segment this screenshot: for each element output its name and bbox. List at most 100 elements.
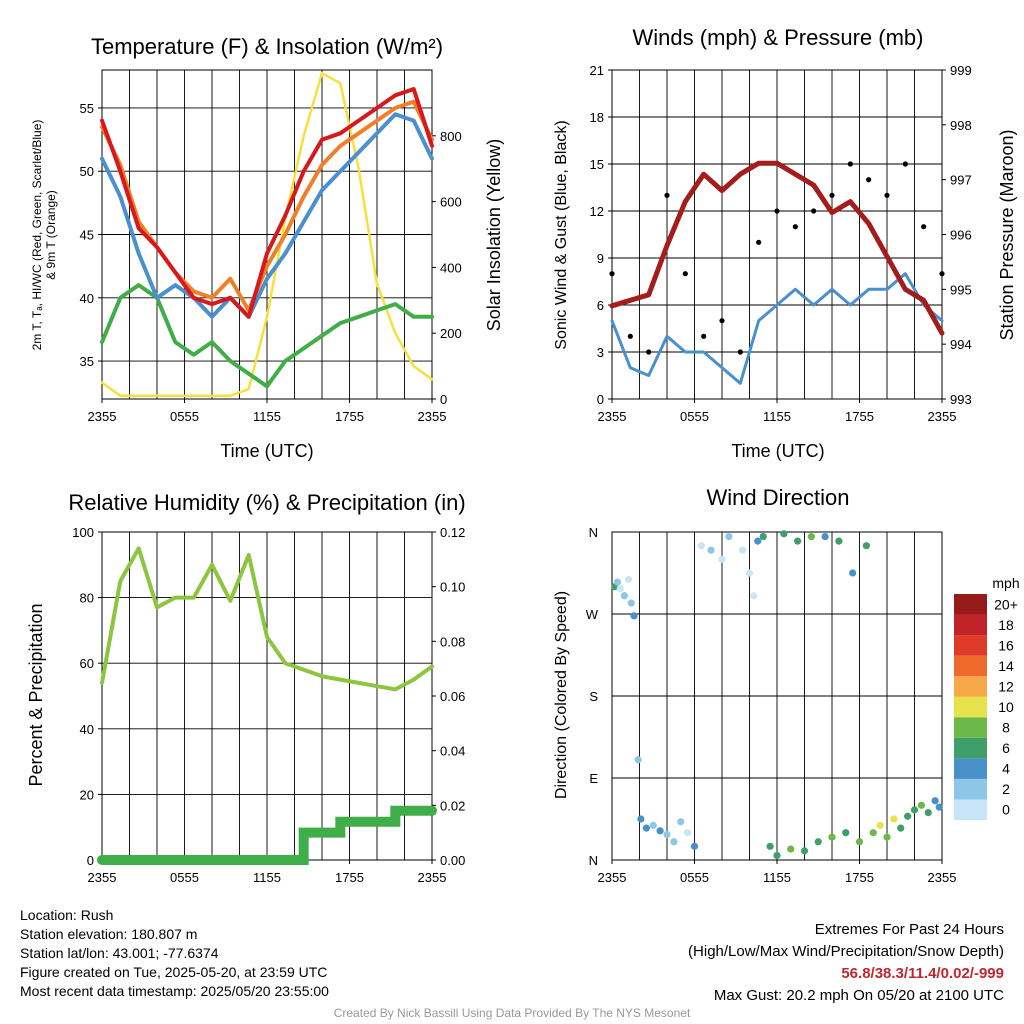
y-tick-label-right: 0 [440,392,447,407]
humidity-title: Relative Humidity (%) & Precipitation (i… [68,490,465,515]
gust-point [829,192,835,198]
direction-point [835,537,843,545]
y-tick-label: 60 [80,656,94,671]
direction-point [814,838,822,846]
figure-created: Figure created on Tue, 2025-05-20, at 23… [20,964,328,980]
winds-ylabel-left: Sonic Wind & Gust (Blue, Black) [553,120,570,349]
winds-xlabel: Time (UTC) [731,441,824,461]
direction-point [828,833,836,841]
y-tick-label: 3 [597,345,604,360]
extremes-values: 56.8/38.3/11.4/0.02/-999 [841,965,1004,982]
direction-point [684,829,692,837]
colorbar-swatch [954,614,987,636]
direction-point [739,546,747,554]
station-elevation: Station elevation: 180.807 m [20,926,198,942]
colorbar-title: mph [992,575,1019,591]
gust-point [866,177,872,183]
direction-tick-label: E [589,771,598,786]
direction-point [935,803,943,811]
x-tick-label: 1755 [335,409,364,424]
direction-point [750,592,758,600]
y-tick-label-right: 997 [950,173,972,188]
direction-point [890,815,898,823]
y-tick-label: 80 [80,591,94,606]
winds-title: Winds (mph) & Pressure (mb) [633,25,924,50]
y-tick-label-right: 0.10 [440,580,465,595]
y-tick-label: 15 [590,157,604,172]
direction-point [807,532,815,541]
direction-point [897,824,905,832]
extremes-box: Extremes For Past 24 Hours (High/Low/Max… [688,919,1004,1007]
series-station-pressure [609,160,945,336]
x-tick-label: 0555 [170,870,199,885]
colorbar-label: 4 [1002,761,1010,777]
direction-point [917,801,925,809]
x-tick-label: 2355 [418,870,447,885]
colorbar-label: 6 [1002,740,1010,756]
y-tick-label-right: 999 [950,63,972,78]
y-tick-label: 9 [597,251,604,266]
gust-point [774,208,780,214]
max-gust: Max Gust: 20.2 mph On 05/20 at 2100 UTC [713,987,1004,1004]
colorbar-label: 10 [998,699,1014,715]
direction-point [627,599,635,607]
direction-point [707,546,715,554]
direction-point [634,756,642,764]
gust-point [921,224,927,230]
direction-point [656,827,664,835]
colorbar-swatch [954,758,987,779]
gust-point [664,192,670,198]
y-tick-label-right: 600 [440,195,462,210]
x-tick-label: 0555 [680,409,709,424]
colorbar-label: 18 [998,617,1014,633]
gust-point [811,208,817,214]
temperature-ylabel-left-2: & 9m T (Orange) [44,190,58,280]
direction-point [663,830,671,839]
y-tick-label: 20 [80,787,94,802]
gust-point [609,271,615,277]
temperature-ylabel-left-1: 2m T, Tₐ, HI/WC (Red, Green, Scarlet/Blu… [30,120,44,351]
colorbar-swatch [954,778,987,800]
gust-point [627,333,633,339]
direction-tick-label: W [586,607,599,622]
direction-point [620,592,628,600]
humidity-ylabel-left: Percent & Precipitation [26,603,46,786]
direction-point [883,833,891,841]
y-tick-label: 35 [80,354,94,369]
y-tick-label-right: 998 [950,118,972,133]
direction-point [862,542,870,550]
y-tick-label: 55 [80,101,94,116]
direction-point [630,612,638,620]
x-tick-label: 1755 [335,870,364,885]
y-tick-label: 0 [597,392,604,407]
direction-point [876,821,884,829]
direction-point [855,838,864,846]
y-tick-label: 6 [597,298,604,313]
y-tick-label: 100 [72,525,94,540]
direction-point [773,851,781,860]
y-tick-label: 21 [590,63,604,78]
series-2m-temp [100,87,434,319]
y-tick-label: 40 [80,291,94,306]
colorbar-label: 16 [998,637,1014,653]
y-tick-label-right: 200 [440,326,462,341]
direction-point [931,797,939,805]
y-tick-label-right: 0.12 [440,525,465,540]
x-tick-label: 1155 [253,870,281,885]
direction-point [904,812,912,820]
colorbar-swatch [954,696,987,718]
direction-point [821,532,829,541]
direction-point [745,569,754,577]
x-tick-label: 1155 [763,870,791,885]
direction-point [924,809,932,817]
station-location: Location: Rush [20,907,114,923]
y-tick-label-right: 0.04 [440,744,465,759]
y-tick-label: 12 [590,204,604,219]
station-latlon: Station lat/lon: 43.001; -77.6374 [20,945,219,961]
gust-point [719,318,725,324]
direction-point [800,847,809,855]
y-tick-label: 18 [590,110,604,125]
series-relative-humidity [100,546,434,692]
series-heat-index [100,112,434,319]
y-tick-label-right: 994 [950,337,972,352]
